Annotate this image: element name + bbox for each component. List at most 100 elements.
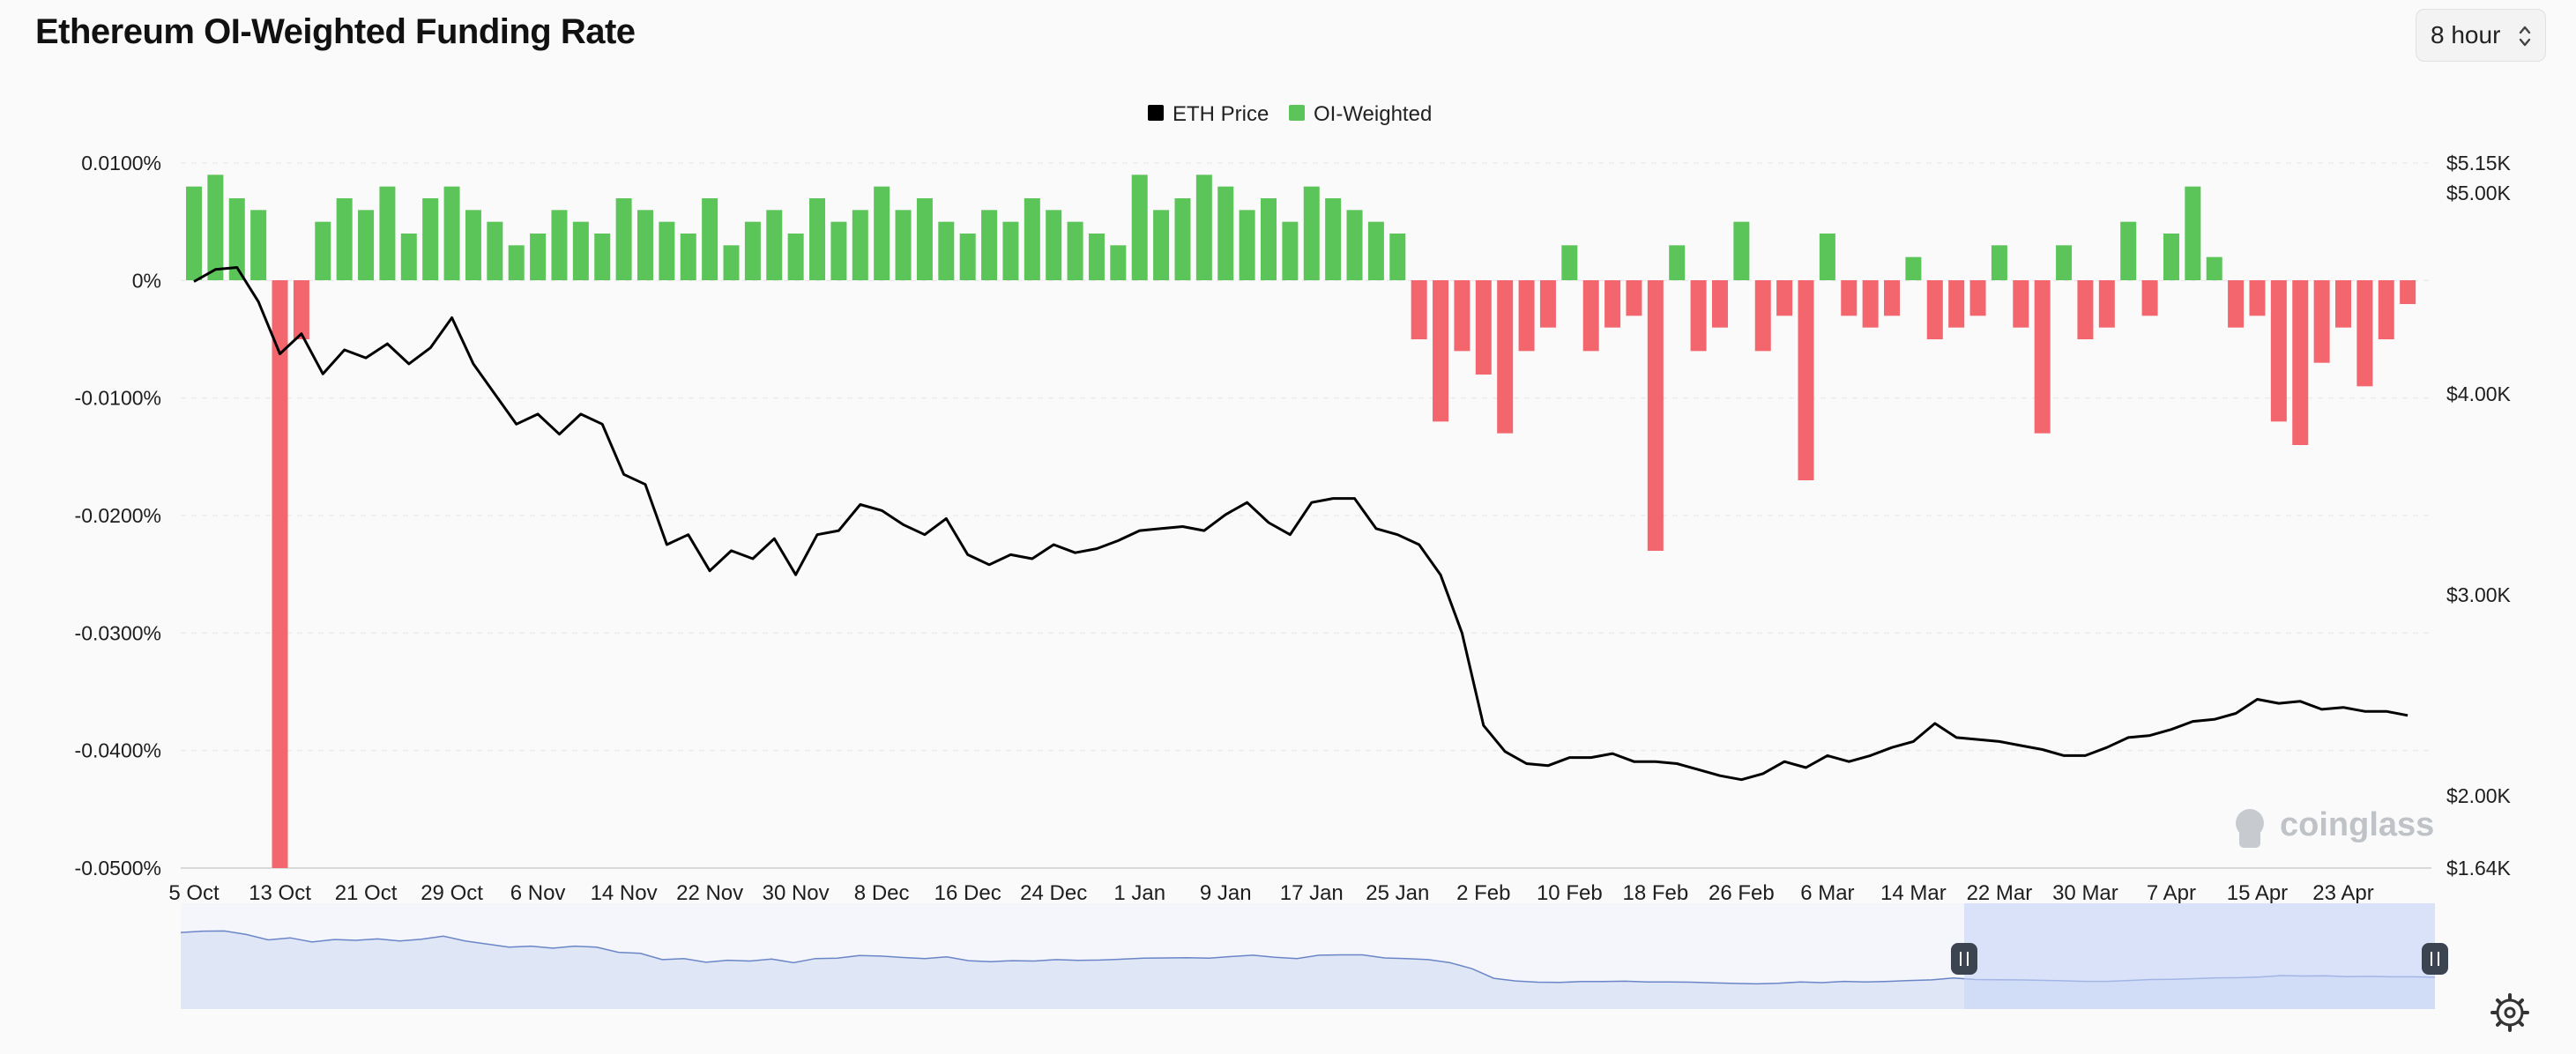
- funding-bar-positive: [551, 210, 568, 280]
- funding-bar-positive: [1325, 198, 1342, 280]
- y-left-tick-label: -0.0500%: [75, 857, 161, 880]
- navigator[interactable]: [180, 903, 2448, 1009]
- funding-bar-positive: [1905, 256, 1922, 280]
- funding-bar-positive: [938, 221, 955, 280]
- funding-bar-positive: [379, 186, 396, 280]
- funding-bar-positive: [981, 210, 998, 280]
- navigator-handle: [2422, 943, 2448, 975]
- funding-bar-negative: [1711, 280, 1728, 328]
- funding-bar-negative: [1647, 280, 1664, 551]
- x-tick-label: 26 Feb: [1709, 881, 1775, 905]
- funding-bar-positive: [637, 210, 653, 280]
- x-tick-label: 6 Mar: [1800, 881, 1854, 905]
- x-tick-label: 5 Oct: [168, 881, 220, 905]
- y-left-tick-label: -0.0100%: [75, 387, 161, 410]
- funding-bar-positive: [2056, 245, 2073, 280]
- legend-label: ETH Price: [1173, 102, 1269, 126]
- x-tick-label: 10 Feb: [1537, 881, 1603, 905]
- legend[interactable]: ETH Price OI-Weighted: [1148, 102, 1432, 126]
- navigator-selection: [1964, 903, 2435, 1009]
- funding-bar-positive: [1153, 210, 1170, 280]
- x-tick-label: 18 Feb: [1622, 881, 1688, 905]
- funding-bar-negative: [1884, 280, 1901, 316]
- funding-bar-positive: [315, 221, 331, 280]
- chevron-updown-icon: [2519, 26, 2531, 47]
- funding-bar-positive: [680, 234, 696, 280]
- page-title: Ethereum OI-Weighted Funding Rate: [35, 12, 636, 51]
- funding-bar-negative: [2356, 280, 2373, 387]
- x-tick-label: 16 Dec: [934, 881, 1001, 905]
- funding-bar-negative: [2313, 280, 2330, 363]
- funding-bar-positive: [1733, 221, 1750, 280]
- x-tick-label: 17 Jan: [1280, 881, 1344, 905]
- funding-bar-negative: [2335, 280, 2351, 328]
- navigator-handle-grip: [1951, 943, 1977, 975]
- x-tick-label: 29 Oct: [421, 881, 483, 905]
- grid-lines: [181, 162, 2431, 869]
- funding-bar-positive: [723, 245, 740, 280]
- eth-price-line: [193, 266, 2408, 782]
- x-tick-label: 22 Mar: [1967, 881, 2033, 905]
- funding-bar-negative: [1626, 280, 1642, 316]
- funding-bar-positive: [895, 210, 912, 280]
- funding-bar-negative: [1411, 280, 1427, 339]
- legend-swatch: [1148, 105, 1164, 121]
- x-tick-label: 23 Apr: [2312, 881, 2373, 905]
- funding-bar-positive: [916, 198, 933, 280]
- settings-icon[interactable]: [2488, 991, 2532, 1035]
- y-axis-left: 0.0100% 0% -0.0100% -0.0200% -0.0300% -0.0400…: [75, 152, 161, 880]
- funding-bar-negative: [1948, 280, 1965, 328]
- funding-bar-positive: [852, 210, 868, 280]
- funding-bar-positive: [228, 198, 245, 280]
- x-tick-label: 2 Feb: [1456, 881, 1510, 905]
- logo-shape: [2239, 828, 2260, 848]
- y-axis-right: $5.15K $5.00K $4.00K $3.00K $2.00K $1.64K: [2446, 152, 2512, 880]
- interval-select-value: 8 hour: [2431, 21, 2501, 48]
- navigator-area: [181, 931, 2435, 1009]
- funding-bar-negative: [2098, 280, 2115, 328]
- y-right-tick-label: $4.00K: [2446, 382, 2512, 405]
- funding-bar-positive: [1389, 234, 1406, 280]
- x-tick-label: 15 Apr: [2227, 881, 2288, 905]
- funding-bar-positive: [1367, 221, 1384, 280]
- funding-bar-positive: [1819, 234, 1835, 280]
- x-tick-label: 25 Jan: [1366, 881, 1429, 905]
- funding-bar-negative: [2141, 280, 2158, 316]
- navigator-handle: [1951, 943, 1977, 975]
- funding-bar-positive: [744, 221, 761, 280]
- funding-bar-negative: [1518, 280, 1535, 352]
- legend-label: OI-Weighted: [1314, 102, 1432, 126]
- x-tick-label: 14 Mar: [1880, 881, 1947, 905]
- funding-bar-negative: [2013, 280, 2029, 328]
- funding-bar-negative: [1841, 280, 1858, 316]
- funding-bar-negative: [1497, 280, 1514, 434]
- funding-bar-positive: [572, 221, 589, 280]
- funding-bar-positive: [1669, 245, 1686, 280]
- interval-select[interactable]: 8 hour: [2416, 9, 2546, 62]
- x-tick-label: 13 Oct: [249, 881, 311, 905]
- y-left-tick-label: 0.0100%: [81, 152, 161, 174]
- eth-price-series: [193, 266, 2408, 782]
- x-tick-label: 22 Nov: [676, 881, 743, 905]
- funding-bar-positive: [659, 221, 675, 280]
- funding-bar-negative: [1690, 280, 1707, 352]
- funding-bar-negative: [2077, 280, 2094, 339]
- funding-bar-positive: [594, 234, 611, 280]
- funding-bar-positive: [1174, 198, 1191, 280]
- funding-bar-positive: [336, 198, 353, 280]
- funding-bar-positive: [400, 234, 417, 280]
- funding-bar-positive: [1217, 186, 1234, 280]
- x-tick-label: 30 Nov: [763, 881, 830, 905]
- funding-bar-negative: [2378, 280, 2394, 339]
- x-tick-label: 30 Mar: [2052, 881, 2118, 905]
- funding-bar-positive: [443, 186, 460, 280]
- funding-bar-positive: [809, 198, 826, 280]
- funding-bar-negative: [2034, 280, 2051, 434]
- funding-bar-negative: [1539, 280, 1556, 328]
- y-right-tick-label: $1.64K: [2446, 857, 2512, 880]
- watermark-text: coinglass: [2280, 806, 2434, 843]
- funding-bar-positive: [1561, 245, 1578, 280]
- funding-bar-positive: [530, 234, 547, 280]
- x-tick-label: 21 Oct: [335, 881, 398, 905]
- x-tick-label: 7 Apr: [2147, 881, 2196, 905]
